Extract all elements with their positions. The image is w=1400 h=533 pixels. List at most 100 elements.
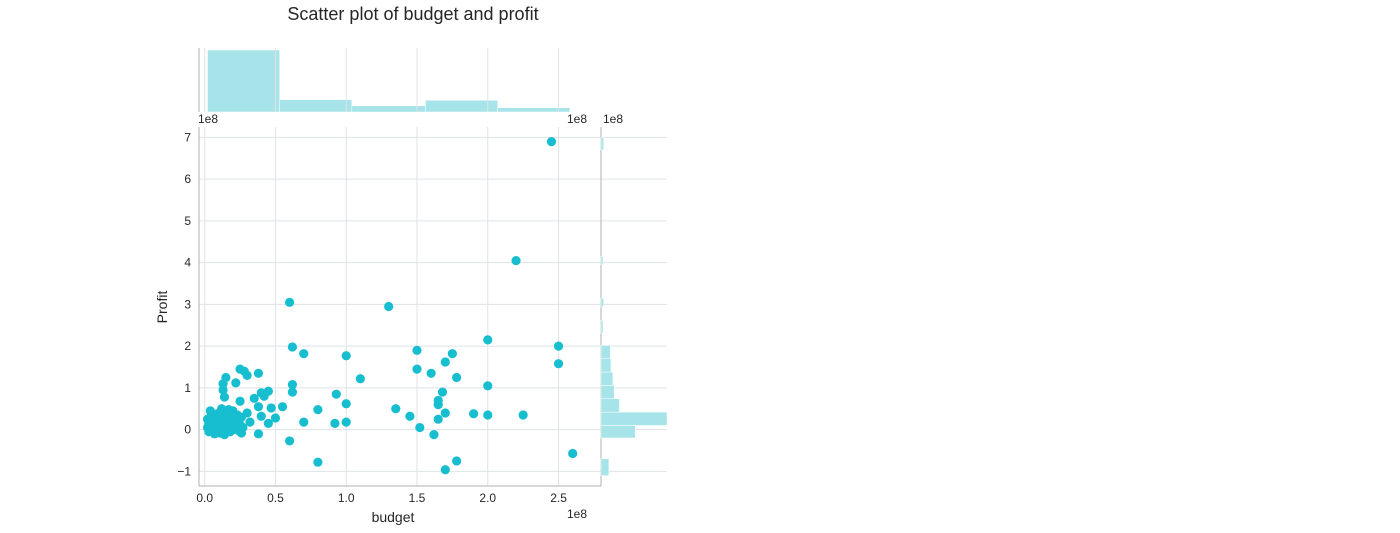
scatter-point [440,408,450,418]
scatter-point [263,418,273,428]
scatter-point [224,405,234,415]
x-tick-label: 1.0 [338,491,355,505]
y-axis-ticks: −1 0 1 2 3 4 5 6 7 [177,130,191,478]
scatter-point [391,404,401,414]
scatter-point [287,342,298,352]
scatter-point [330,418,340,428]
top-hist-bar [425,99,498,113]
x-tick-label: 2.5 [550,491,567,505]
scatter-point [277,402,288,412]
scatter-point [205,406,215,416]
right-hist-bar [600,256,604,266]
right-hist-y-offset: 1e8 [603,112,623,126]
x-tick-label: 0.5 [267,491,284,505]
scatter-point [287,379,298,390]
scatter-point [447,349,457,359]
y-tick-label: 2 [184,339,191,353]
top-hist-x-offset: 1e8 [198,112,218,126]
scatter-point [217,404,227,414]
y-tick-label: 3 [184,297,191,311]
y-tick-label: 6 [184,172,191,186]
y-tick-label: 7 [184,130,191,144]
top-marginal-histogram [207,49,571,113]
scatter-point [341,351,351,361]
scatter-point [469,409,479,419]
scatter-point [511,255,521,266]
scatter-point [437,387,448,397]
scatter-point [299,349,309,359]
scatter-point [253,402,264,412]
scatter-point [218,425,228,435]
scatter-point [235,420,245,430]
scatter-point [355,374,365,384]
scatter-point [219,392,230,402]
scatter-point [287,387,298,397]
right-hist-bar [600,345,611,359]
right-hist-bar [600,398,620,413]
scatter-point [440,357,450,367]
scatter-point [483,410,493,420]
scatter-point [341,399,351,409]
right-hist-bar [600,385,615,400]
right-hist-bar [600,458,610,476]
x-axis-ticks: 0.0 0.5 1.0 1.5 2.0 2.5 [196,491,567,505]
y-tick-label: 4 [184,256,191,270]
y-tick-label: −1 [177,464,191,478]
scatter-point [384,301,394,312]
scatter-point [518,410,528,420]
y-tick-label: 0 [184,423,191,437]
y-tick-label: 1 [184,381,191,395]
scatter-point [284,436,295,446]
y-axis-label: Profit [154,291,170,324]
scatter-point [452,456,462,466]
scatter-point [553,341,564,351]
scatter-point [253,368,264,378]
x-tick-label: 2.0 [479,491,496,505]
top-hist-bar [497,107,571,113]
scatter-point [405,411,415,421]
scatter-point [313,457,323,467]
grid [199,48,667,486]
top-hist-bar [279,99,353,113]
scatter-point [412,345,422,355]
scatter-point [253,429,264,439]
x-tick-label: 0.0 [196,491,213,505]
scatter-point [245,417,255,427]
scatter-point [231,378,241,388]
right-hist-bar [600,425,636,439]
scatter-point [440,465,450,475]
right-hist-bar [600,411,668,426]
scatter-point [433,399,443,410]
scatter-point [341,417,351,427]
scatter-point [415,422,425,433]
scatter-point [553,359,564,369]
scatter-point [256,411,266,421]
scatter-points [202,137,578,475]
scatter-point [429,430,439,440]
x-axis-offset: 1e8 [567,507,587,521]
scatter-point [546,137,557,147]
scatter-point [299,417,309,427]
scatter-point [483,335,493,345]
x-axis-label: budget [372,509,415,525]
scatter-point [412,364,422,374]
top-hist-bar [207,49,280,113]
scatter-point [218,385,228,395]
top-hist-bar [351,105,426,113]
scatter-point [249,393,259,403]
chart-title: Scatter plot of budget and profit [287,4,538,24]
scatter-point [202,414,213,424]
scatter-point [568,448,578,459]
scatter-point [259,391,269,401]
scatter-point [266,403,276,413]
right-marginal-histogram [600,137,668,476]
x-tick-label: 1.5 [409,491,426,505]
right-hist-bar [600,297,604,307]
scatter-point [483,381,493,391]
scatter-point [284,297,295,307]
scatter-point [236,412,247,422]
scatter-point [242,370,252,380]
right-hist-bar [600,358,612,373]
top-hist-x-offset-right: 1e8 [567,112,587,126]
